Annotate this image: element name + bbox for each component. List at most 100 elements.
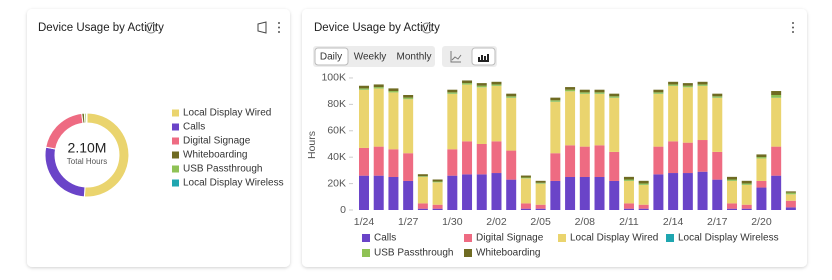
bar-segment <box>682 83 693 86</box>
bar-segment <box>417 176 428 204</box>
bar-segment <box>373 87 384 89</box>
bar-segment <box>785 194 796 201</box>
y-tick-label: 60K <box>327 125 346 137</box>
bar-chart-button[interactable] <box>471 47 496 66</box>
bar-segment <box>623 179 634 181</box>
bar-segment <box>373 175 384 210</box>
center-label: Total Hours <box>67 157 107 166</box>
bar-segment <box>609 97 620 152</box>
bar-segment <box>771 97 782 147</box>
y-tick-label: 40K <box>327 151 346 163</box>
bar-segment <box>756 157 767 159</box>
announce-icon[interactable] <box>257 21 267 34</box>
bar-segment <box>594 92 605 94</box>
legend-label: Calls <box>374 233 396 244</box>
bar-segment <box>741 183 752 185</box>
bar-segment <box>447 175 458 210</box>
bar-segment <box>417 203 428 209</box>
line-chart-button[interactable] <box>450 51 462 63</box>
legend-swatch <box>666 234 674 242</box>
bar-segment <box>359 89 369 148</box>
legend-swatch <box>172 109 179 117</box>
x-tick-label: 2/20 <box>751 216 772 228</box>
bar-segment <box>432 181 443 183</box>
bar-segment <box>594 176 605 210</box>
bar-segment <box>403 94 414 98</box>
y-tick-label: 100K <box>321 72 346 84</box>
bar-segment <box>565 91 576 146</box>
bar-segment <box>682 173 693 210</box>
bar-segment <box>653 93 664 147</box>
bar-segment <box>579 93 590 147</box>
bar-segment <box>668 141 679 174</box>
legend-label: USB Passthrough <box>374 248 454 259</box>
bar-segment <box>785 200 796 208</box>
legend-swatch <box>362 249 370 257</box>
info-icon[interactable] <box>421 22 433 34</box>
card-title: Device Usage by Activity <box>38 22 164 34</box>
y-axis-label: Hours <box>306 131 318 159</box>
bar-segment <box>653 146 664 175</box>
bar-segment <box>756 158 767 181</box>
bar-segment <box>462 174 473 210</box>
bar-segment <box>447 92 458 94</box>
period-button[interactable]: Weekly <box>354 52 387 63</box>
bar-segment <box>668 85 679 142</box>
bar-segment <box>417 176 428 177</box>
bar-segment <box>535 204 546 209</box>
bar-segment <box>565 89 576 92</box>
legend-swatch <box>362 234 370 242</box>
legend-label: Digital Signage <box>183 136 251 147</box>
bar-segment <box>594 145 605 177</box>
bar-segment <box>623 176 634 180</box>
bar-segment <box>520 175 531 178</box>
menu-icon[interactable] <box>278 22 280 33</box>
bar-segment <box>432 182 443 205</box>
bar-segment <box>476 85 487 88</box>
bar-segment <box>432 179 443 182</box>
bar-segment <box>447 149 458 176</box>
bar-segment <box>682 142 693 174</box>
bar-segment <box>373 88 384 147</box>
bar-segment <box>550 97 561 101</box>
legend-swatch <box>172 179 179 187</box>
period-button-selected[interactable] <box>314 47 349 66</box>
legend-swatch <box>464 234 472 242</box>
bar-segment <box>403 180 414 210</box>
bar-segment <box>476 143 487 175</box>
info-icon[interactable] <box>145 22 157 34</box>
bar-segment <box>653 92 664 94</box>
legend-swatch <box>464 249 472 257</box>
bar-segment <box>520 208 531 210</box>
bar-segment <box>594 89 605 93</box>
legend-label: Local Display Wired <box>183 108 271 119</box>
bar-segment <box>432 204 443 209</box>
bar-segment <box>491 173 502 210</box>
legend-swatch <box>172 123 179 131</box>
legend-label: Whiteboarding <box>183 150 247 161</box>
bar-segment <box>682 85 693 88</box>
bar-segment <box>359 88 369 90</box>
y-tick-label: 0 <box>340 204 346 216</box>
bar-segment <box>417 174 428 177</box>
bar-segment <box>771 146 782 176</box>
x-tick-label: 2/11 <box>619 216 639 228</box>
bar-segment <box>727 180 737 204</box>
bar-segment <box>727 208 737 210</box>
bar-segment <box>741 184 752 205</box>
bar-segment <box>623 203 634 209</box>
bar-segment <box>638 208 649 210</box>
menu-icon[interactable] <box>792 22 794 33</box>
bar-segment <box>682 87 693 143</box>
bar-segment <box>550 100 561 102</box>
x-tick-label: 1/30 <box>442 216 463 228</box>
bar-segment <box>741 204 752 209</box>
center-value: 2.10M <box>68 140 107 156</box>
period-button[interactable]: Daily <box>320 52 342 63</box>
bar-segment <box>462 141 473 175</box>
bar-segment <box>476 174 487 210</box>
bar-segment <box>373 146 384 176</box>
bar-segment <box>447 89 458 93</box>
period-button[interactable]: Monthly <box>396 52 431 63</box>
